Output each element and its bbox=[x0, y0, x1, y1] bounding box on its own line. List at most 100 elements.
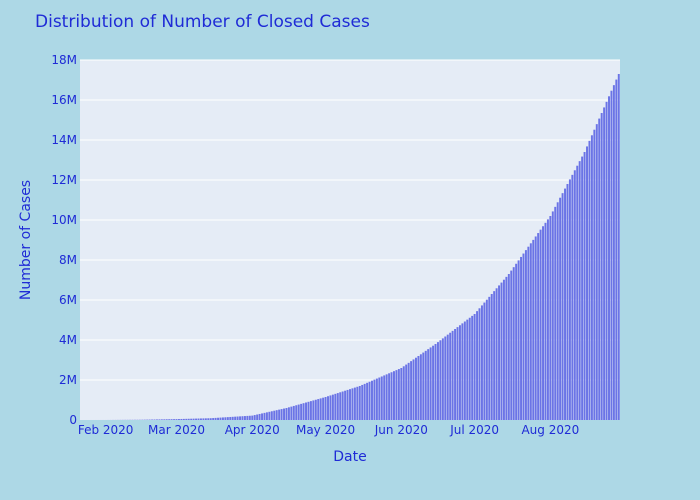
bar bbox=[317, 399, 320, 420]
bar bbox=[265, 412, 268, 420]
bar bbox=[231, 416, 234, 420]
bar bbox=[258, 413, 261, 420]
x-tick-label: Jul 2020 bbox=[449, 423, 499, 437]
bar bbox=[603, 107, 606, 420]
bar bbox=[314, 399, 317, 420]
bar bbox=[566, 184, 569, 420]
bar bbox=[312, 400, 315, 420]
bar bbox=[371, 380, 373, 420]
bar bbox=[554, 206, 557, 420]
bar bbox=[517, 260, 520, 420]
bar bbox=[512, 267, 515, 420]
bar bbox=[158, 419, 161, 420]
x-axis-ticks: Feb 2020 Mar 2020 Apr 2020 May 2020 Jun 2020… bbox=[78, 423, 579, 437]
bar bbox=[524, 250, 527, 420]
bar bbox=[300, 403, 303, 420]
bar bbox=[422, 352, 425, 420]
bar bbox=[534, 236, 537, 420]
x-tick-label: Mar 2020 bbox=[148, 423, 205, 437]
bar bbox=[427, 349, 430, 420]
y-tick-label: 12M bbox=[51, 173, 77, 187]
bar bbox=[322, 397, 325, 420]
bar bbox=[483, 302, 486, 420]
bar bbox=[598, 118, 601, 421]
bar bbox=[495, 288, 498, 420]
bar bbox=[456, 327, 459, 420]
bar bbox=[175, 419, 178, 420]
bar bbox=[593, 129, 596, 420]
bar bbox=[380, 376, 383, 420]
bar bbox=[424, 350, 427, 420]
bar bbox=[153, 419, 156, 420]
y-tick-label: 2M bbox=[59, 373, 77, 387]
bar bbox=[532, 239, 535, 420]
bar bbox=[160, 419, 163, 420]
bar bbox=[498, 285, 501, 420]
bar bbox=[615, 79, 618, 421]
bar bbox=[278, 409, 281, 420]
bar bbox=[207, 418, 210, 420]
bar bbox=[436, 342, 439, 420]
y-tick-label: 10M bbox=[51, 213, 77, 227]
bar bbox=[353, 387, 356, 420]
bar bbox=[480, 305, 483, 420]
bar bbox=[209, 418, 212, 420]
bar bbox=[177, 419, 180, 420]
bar bbox=[307, 401, 310, 420]
bar bbox=[270, 411, 273, 420]
bar bbox=[588, 140, 591, 420]
bar bbox=[556, 202, 559, 420]
bar bbox=[273, 410, 276, 420]
bar bbox=[202, 418, 205, 420]
bar bbox=[583, 152, 586, 420]
bar bbox=[356, 386, 359, 420]
bar bbox=[529, 243, 532, 420]
bar bbox=[292, 405, 295, 420]
bar bbox=[251, 415, 254, 420]
bar bbox=[564, 188, 566, 420]
bar bbox=[549, 216, 552, 420]
bar bbox=[361, 384, 364, 420]
bar bbox=[226, 417, 229, 420]
x-axis-title: Date bbox=[333, 449, 366, 465]
bar bbox=[253, 415, 256, 420]
bar bbox=[397, 369, 400, 420]
bar bbox=[463, 321, 466, 420]
bar bbox=[182, 418, 185, 420]
bar bbox=[544, 222, 547, 420]
bar bbox=[358, 386, 361, 420]
bar bbox=[446, 334, 449, 420]
bar bbox=[478, 308, 481, 420]
x-tick-label: Aug 2020 bbox=[521, 423, 579, 437]
bar bbox=[368, 381, 371, 420]
bar bbox=[542, 226, 545, 420]
bar bbox=[219, 417, 222, 420]
bar bbox=[295, 405, 298, 420]
bar bbox=[568, 179, 571, 420]
bar bbox=[590, 135, 593, 421]
bar bbox=[407, 362, 410, 420]
bar bbox=[275, 410, 278, 420]
bar bbox=[522, 253, 525, 420]
bar bbox=[217, 417, 220, 420]
bar bbox=[476, 311, 479, 420]
bar bbox=[241, 416, 244, 420]
bar bbox=[327, 396, 329, 420]
bar bbox=[331, 394, 334, 420]
bar bbox=[527, 246, 530, 420]
bar bbox=[402, 366, 405, 420]
bar bbox=[214, 417, 217, 420]
bar bbox=[283, 408, 286, 420]
x-tick-label: Jun 2020 bbox=[374, 423, 428, 437]
bar bbox=[363, 383, 366, 420]
bar bbox=[239, 416, 242, 420]
bar bbox=[329, 395, 332, 420]
bar bbox=[573, 170, 576, 420]
bar bbox=[473, 314, 476, 420]
bar bbox=[378, 377, 381, 420]
x-tick-label: Apr 2020 bbox=[225, 423, 280, 437]
bar bbox=[405, 364, 408, 420]
bar bbox=[190, 418, 193, 420]
chart-title: Distribution of Number of Closed Cases bbox=[35, 12, 370, 32]
